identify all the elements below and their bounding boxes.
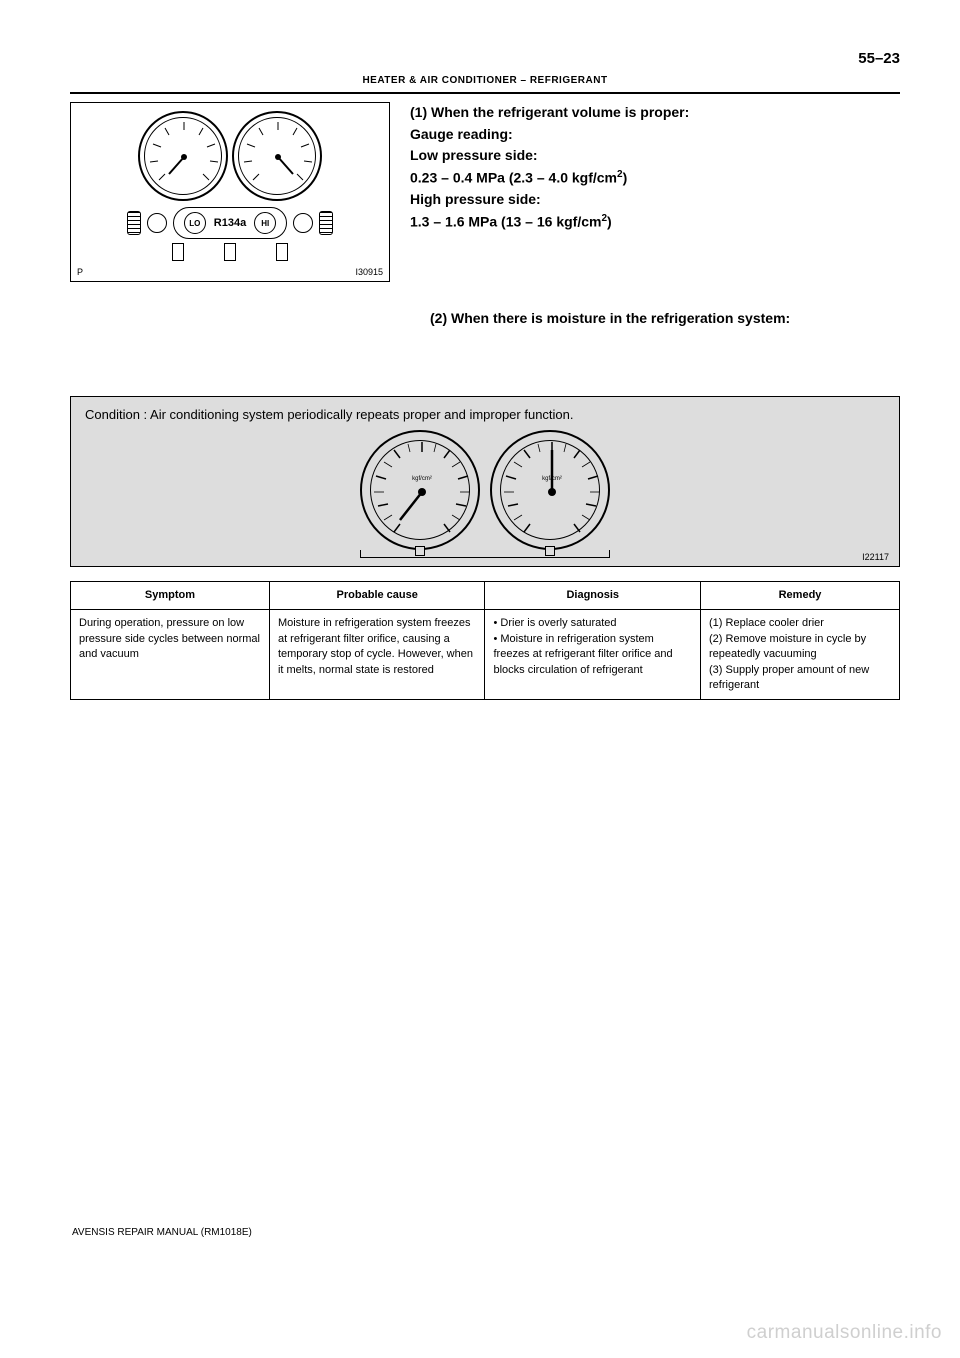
diagnosis-table: Symptom Probable cause Diagnosis Remedy … (70, 581, 900, 700)
valve-handle-icon (319, 211, 333, 235)
low-close: ) (623, 170, 628, 186)
manual-footer: AVENSIS REPAIR MANUAL (RM1018E) (72, 1227, 252, 1238)
port-icon (276, 243, 288, 261)
high-side-label: High pressure side: (410, 189, 689, 211)
section-header: HEATER & AIR CONDITIONER – REFRIGERANT (70, 75, 900, 89)
condition-text: Condition : Air conditioning system peri… (85, 407, 885, 422)
col-cause: Probable cause (269, 582, 485, 610)
cell-symptom: During operation, pressure on low pressu… (71, 610, 270, 700)
cell-diagnosis: • Drier is overly saturated • Moisture i… (485, 610, 701, 700)
col-diagnosis: Diagnosis (485, 582, 701, 610)
step-1-title: (1) When the refrigerant volume is prope… (410, 102, 689, 124)
refrigerant-label: R134a (214, 217, 246, 229)
divider (70, 92, 900, 94)
table-row: During operation, pressure on low pressu… (71, 610, 900, 700)
cell-remedy: (1) Replace cooler drier (2) Remove mois… (701, 610, 900, 700)
high-pressure-dial-icon (232, 111, 322, 201)
step-2-title: (2) When there is moisture in the refrig… (430, 310, 900, 326)
dial-stem-icon (415, 546, 425, 556)
valve-icon (293, 213, 313, 233)
dial-face-icon: kgf/cm² (492, 432, 612, 552)
proper-volume-text: (1) When the refrigerant volume is prope… (410, 102, 689, 282)
cell-cause: Moisture in refrigeration system freezes… (269, 610, 485, 700)
condition-description: Air conditioning system periodically rep… (147, 407, 573, 422)
condition-high-dial-icon: kgf/cm² (490, 430, 610, 550)
high-side-value: 1.3 – 1.6 MPa (13 – 16 kgf/cm2) (410, 211, 689, 233)
manifold-center: LO R134a HI (173, 207, 287, 239)
condition-low-dial-icon: kgf/cm² (360, 430, 480, 550)
figure-prefix: P (77, 267, 83, 277)
col-remedy: Remedy (701, 582, 900, 610)
dial-ticks-icon (145, 118, 223, 196)
condition-label: Condition : (85, 407, 147, 422)
gauge-reading-label: Gauge reading: (410, 124, 689, 146)
port-icon (224, 243, 236, 261)
col-symptom: Symptom (71, 582, 270, 610)
svg-text:kgf/cm²: kgf/cm² (412, 476, 432, 482)
condition-panel: Condition : Air conditioning system peri… (70, 396, 900, 567)
dial-ticks-icon (239, 118, 317, 196)
low-side-label: Low pressure side: (410, 145, 689, 167)
table-header-row: Symptom Probable cause Diagnosis Remedy (71, 582, 900, 610)
low-side-value: 0.23 – 0.4 MPa (2.3 – 4.0 kgf/cm2) (410, 167, 689, 189)
figure-code: I30915 (355, 267, 383, 277)
valve-icon (147, 213, 167, 233)
page-number: 55–23 (70, 50, 900, 67)
high-value-text: 1.3 – 1.6 MPa (13 – 16 kgf/cm (410, 214, 601, 230)
manifold-gauge-figure: LO R134a HI P I30915 (70, 102, 390, 282)
dial-face-icon: kgf/cm² (362, 432, 482, 552)
svg-text:kgf/cm²: kgf/cm² (542, 476, 562, 482)
low-pressure-dial-icon (138, 111, 228, 201)
low-value-text: 0.23 – 0.4 MPa (2.3 – 4.0 kgf/cm (410, 170, 617, 186)
watermark: carmanualsonline.info (747, 1322, 942, 1344)
dial-stem-icon (545, 546, 555, 556)
lo-label: LO (184, 212, 206, 234)
panel-figure-code: I22117 (862, 552, 889, 562)
hi-label: HI (254, 212, 276, 234)
valve-handle-icon (127, 211, 141, 235)
port-icon (172, 243, 184, 261)
high-close: ) (607, 214, 612, 230)
